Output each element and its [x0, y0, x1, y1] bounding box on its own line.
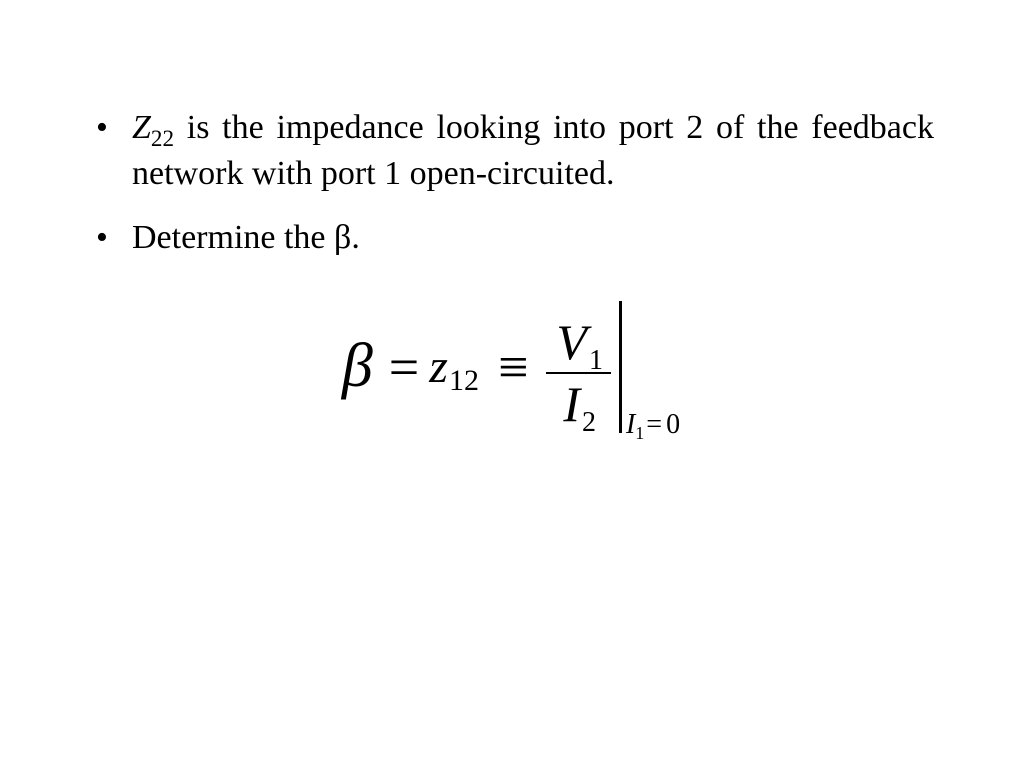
- slide: Z22 is the impedance looking into port 2…: [0, 0, 1024, 768]
- eq-identically: ≡: [486, 336, 540, 398]
- var-z22-sub: 22: [151, 126, 174, 152]
- eq-eval: V1 I2 I1=0: [540, 301, 682, 433]
- equation-block: β = z12 ≡ V1 I2 I1=0: [90, 301, 934, 433]
- eq-z-sub: 12: [449, 364, 487, 398]
- eq-fraction: V1 I2: [540, 314, 617, 433]
- bullet-item-1: Z22 is the impedance looking into port 2…: [90, 105, 934, 197]
- eq-denominator: I2: [553, 376, 604, 433]
- eq-condition: I1=0: [622, 409, 682, 441]
- eq-cond-var: I: [626, 409, 635, 440]
- bullet-2-text: Determine the β.: [132, 219, 360, 256]
- eq-cond-op: =: [644, 409, 664, 440]
- eq-den-sub: 2: [582, 408, 596, 437]
- bullet-item-2: Determine the β.: [90, 215, 934, 261]
- bullet-list: Z22 is the impedance looking into port 2…: [90, 105, 934, 261]
- bullet-1-text: is the impedance looking into port 2 of …: [132, 109, 934, 192]
- eq-num-var: V: [556, 316, 587, 369]
- var-z22-letter: Z: [132, 109, 151, 146]
- eq-equals: =: [379, 336, 429, 398]
- eq-num-sub: 1: [589, 346, 603, 375]
- eq-cond-var-sub: 1: [635, 423, 644, 443]
- eq-cond-value: 0: [664, 409, 682, 440]
- equation: β = z12 ≡ V1 I2 I1=0: [342, 301, 682, 433]
- eq-den-var: I: [563, 378, 580, 431]
- eq-beta-symbol: β: [342, 331, 379, 402]
- eq-z-var: z: [429, 339, 448, 394]
- eq-numerator: V1: [546, 314, 611, 371]
